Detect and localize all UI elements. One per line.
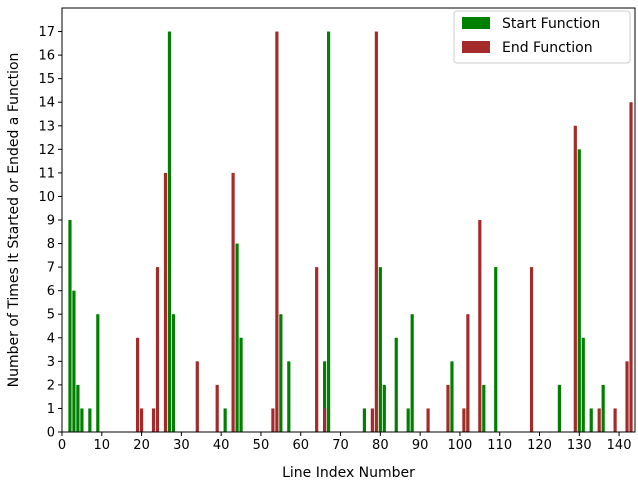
x-tick-label: 80 bbox=[372, 438, 389, 453]
y-tick-label: 12 bbox=[38, 143, 55, 158]
bar-start-3 bbox=[72, 290, 76, 432]
bar-end-79 bbox=[374, 31, 378, 433]
y-tick-label: 4 bbox=[47, 331, 55, 346]
x-tick-label: 50 bbox=[253, 438, 270, 453]
bar-start-76 bbox=[362, 408, 367, 432]
x-tick-label: 0 bbox=[58, 438, 66, 453]
bar-end-105 bbox=[478, 220, 482, 432]
bar-start-5 bbox=[80, 408, 84, 432]
bar-end-23 bbox=[151, 408, 156, 432]
bar-end-142 bbox=[625, 361, 629, 432]
y-axis-label: Number of Times It Started or Ended a Fu… bbox=[6, 53, 22, 388]
x-tick-label: 70 bbox=[332, 438, 349, 453]
bar-start-45 bbox=[239, 337, 243, 432]
x-tick-label: 90 bbox=[412, 438, 429, 453]
x-tick-label: 100 bbox=[448, 438, 473, 453]
x-tick-label: 20 bbox=[133, 438, 150, 453]
bar-start-44 bbox=[235, 243, 239, 432]
bar-start-55 bbox=[279, 314, 283, 432]
bar-start-88 bbox=[410, 314, 414, 432]
y-tick-label: 2 bbox=[47, 378, 55, 393]
legend: Start Function End Function bbox=[453, 10, 631, 64]
plot-frame bbox=[61, 7, 636, 433]
bar-start-98 bbox=[450, 361, 454, 432]
y-tick-label: 3 bbox=[47, 355, 55, 370]
bar-start-84 bbox=[394, 337, 398, 432]
bars-layer bbox=[68, 31, 633, 433]
y-tick-label: 7 bbox=[47, 261, 55, 276]
bar-end-97 bbox=[446, 384, 450, 432]
bar-end-43 bbox=[231, 172, 235, 432]
bar-end-101 bbox=[462, 408, 466, 432]
x-axis-label: Line Index Number bbox=[282, 465, 415, 481]
x-tick-label: 140 bbox=[607, 438, 632, 453]
bar-end-20 bbox=[139, 408, 144, 432]
y-tick-label: 16 bbox=[38, 49, 55, 64]
bar-start-136 bbox=[601, 384, 605, 432]
y-tick-label: 5 bbox=[47, 308, 55, 323]
bar-start-130 bbox=[577, 149, 581, 433]
legend-swatch-end bbox=[462, 41, 490, 53]
bar-end-118 bbox=[529, 267, 534, 432]
bar-start-27 bbox=[167, 31, 172, 433]
y-tick-label: 14 bbox=[38, 96, 55, 111]
bar-end-19 bbox=[136, 337, 140, 432]
bar-end-24 bbox=[155, 267, 160, 432]
bar-end-92 bbox=[426, 408, 430, 432]
bar-start-57 bbox=[287, 361, 291, 432]
legend-label-start: Start Function bbox=[502, 16, 600, 32]
y-tick-label: 10 bbox=[38, 190, 55, 205]
bar-end-34 bbox=[195, 361, 199, 432]
bar-start-7 bbox=[88, 408, 92, 432]
legend-frame bbox=[453, 10, 631, 64]
bar-start-28 bbox=[171, 314, 176, 432]
bar-start-81 bbox=[382, 384, 386, 432]
y-tick-label: 13 bbox=[38, 119, 55, 134]
y-tick-label: 0 bbox=[47, 426, 55, 441]
y-tick-label: 8 bbox=[47, 237, 55, 252]
bar-end-39 bbox=[215, 384, 219, 432]
x-tick-label: 60 bbox=[292, 438, 309, 453]
bar-end-139 bbox=[613, 408, 617, 432]
bar-start-125 bbox=[557, 384, 561, 432]
y-tick-label: 1 bbox=[47, 402, 55, 417]
bar-end-143 bbox=[629, 102, 633, 432]
bar-end-26 bbox=[163, 172, 168, 432]
bar-start-9 bbox=[96, 314, 100, 432]
legend-swatch-start bbox=[462, 17, 490, 29]
bar-start-131 bbox=[581, 337, 585, 432]
bar-start-2 bbox=[68, 220, 72, 432]
legend-label-end: End Function bbox=[502, 40, 593, 56]
bar-end-78 bbox=[370, 408, 374, 432]
ticks-layer: 0 10 20 30 40 50 60 70 80 90 100 110 120 130 140012345… bbox=[38, 25, 631, 453]
x-tick-label: 10 bbox=[94, 438, 111, 453]
bar-end-135 bbox=[597, 408, 601, 432]
x-tick-label: 120 bbox=[527, 438, 552, 453]
bar-start-66 bbox=[323, 361, 327, 432]
y-tick-label: 11 bbox=[38, 166, 55, 181]
bar-start-41 bbox=[223, 408, 227, 432]
bar-end-54 bbox=[275, 31, 279, 433]
bar-end-66 bbox=[323, 408, 327, 432]
bar-end-129 bbox=[573, 125, 577, 433]
x-tick-label: 40 bbox=[213, 438, 230, 453]
bar-start-109 bbox=[494, 267, 498, 432]
bar-start-133 bbox=[589, 408, 593, 432]
bar-end-102 bbox=[466, 314, 470, 432]
bar-start-106 bbox=[482, 384, 486, 432]
bar-end-64 bbox=[315, 267, 319, 432]
x-tick-label: 30 bbox=[173, 438, 190, 453]
y-tick-label: 17 bbox=[38, 25, 55, 40]
x-tick-label: 130 bbox=[567, 438, 592, 453]
bar-start-80 bbox=[378, 267, 382, 432]
y-tick-label: 9 bbox=[47, 214, 55, 229]
bar-start-4 bbox=[76, 384, 80, 432]
x-tick-label: 110 bbox=[487, 438, 512, 453]
bar-start-67 bbox=[327, 31, 331, 433]
bar-start-87 bbox=[406, 408, 410, 432]
y-tick-label: 15 bbox=[38, 72, 55, 87]
bar-end-53 bbox=[271, 408, 275, 432]
y-tick-label: 6 bbox=[47, 284, 55, 299]
